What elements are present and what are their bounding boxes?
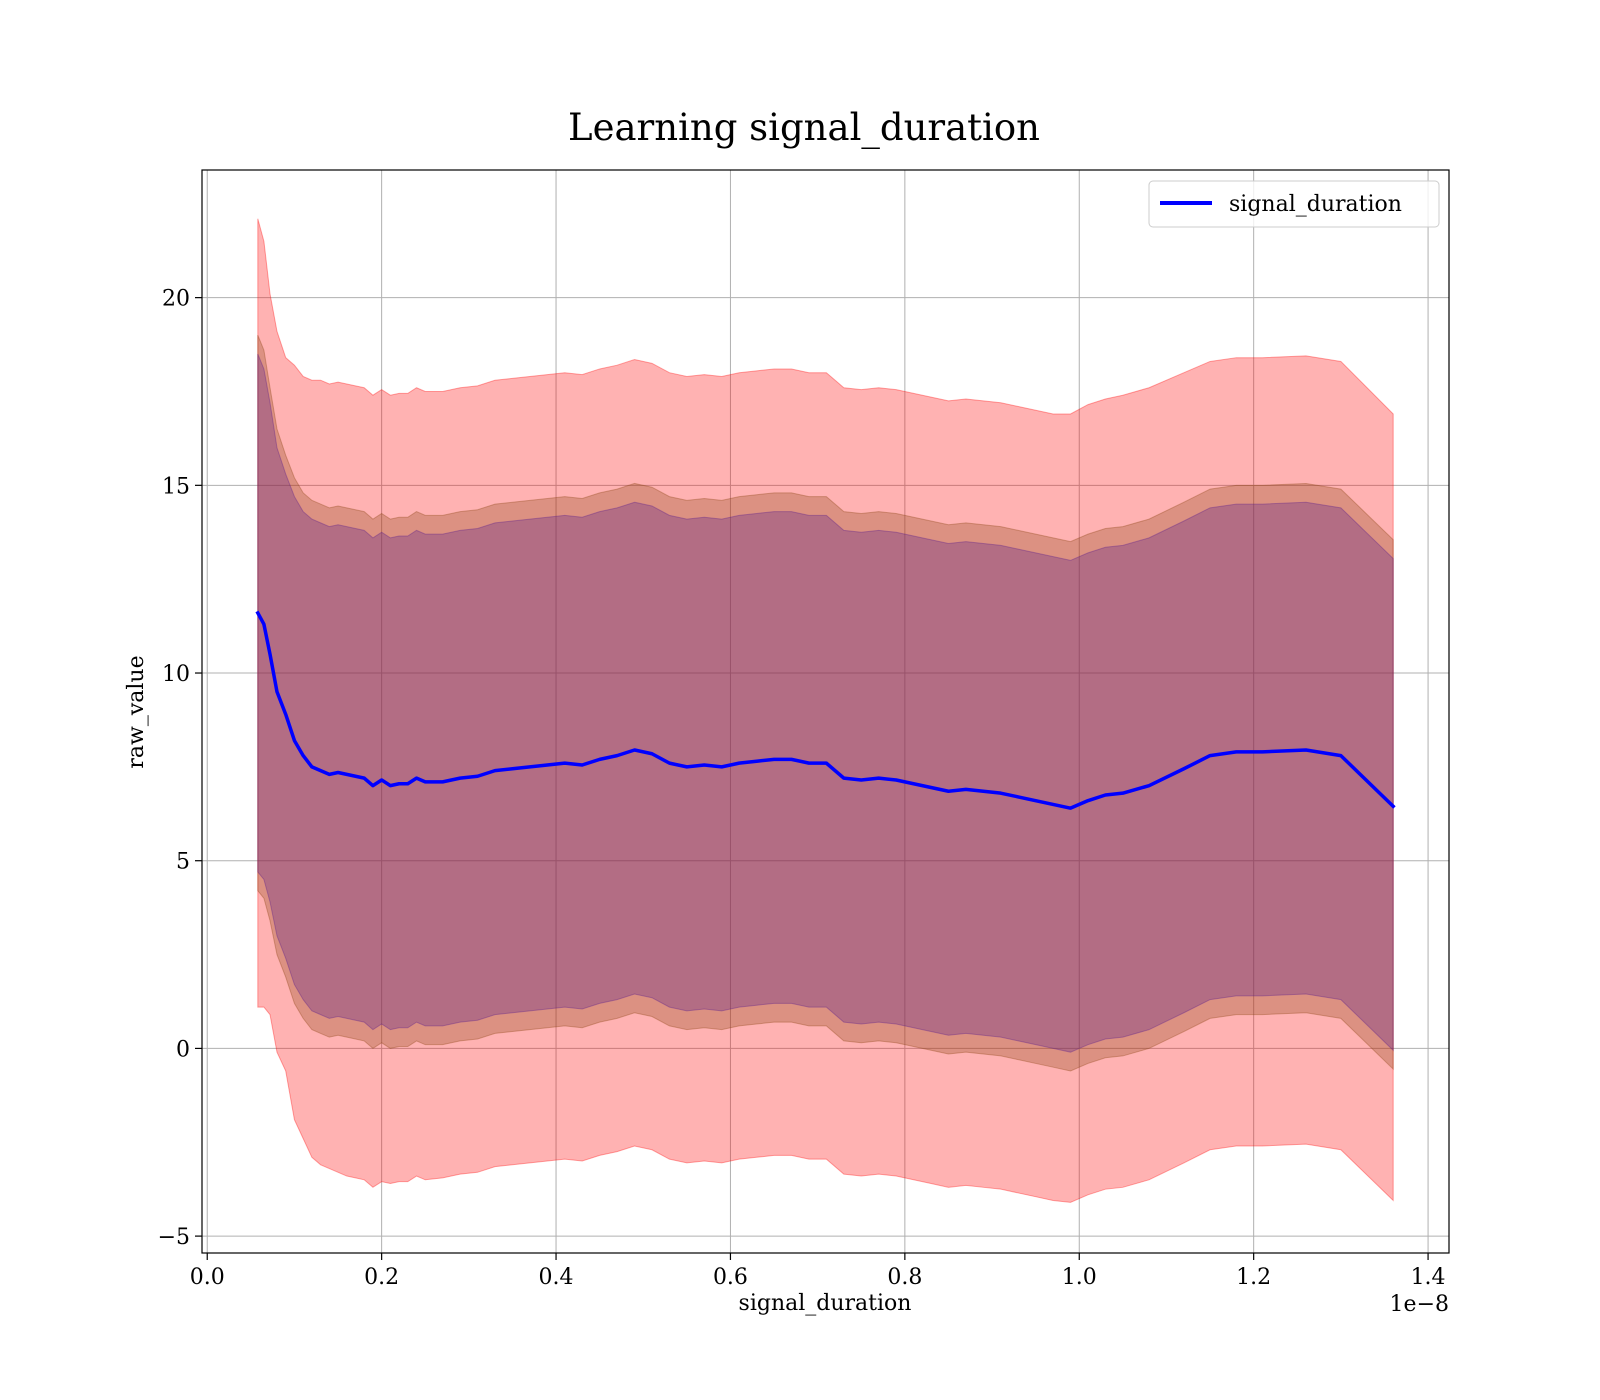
y-tick-label: −5 bbox=[158, 1225, 190, 1250]
confidence-band-1 bbox=[257, 334, 1394, 1072]
axis-ticks: 0.0 0.2 0.4 0.6 0.8 1.0 1.2 1.4 −5 0 5 10 15 20 bbox=[158, 287, 1446, 1290]
grid bbox=[202, 170, 1449, 1253]
x-tick-label: 0.0 bbox=[190, 1265, 225, 1290]
plot-frame bbox=[201, 169, 1450, 1254]
y-tick-label: 10 bbox=[162, 662, 190, 687]
x-tick-label: 1.2 bbox=[1236, 1265, 1271, 1290]
x-tick-label: 0.2 bbox=[364, 1265, 399, 1290]
series-lines bbox=[255, 610, 1396, 810]
x-tick-label: 0.4 bbox=[539, 1265, 574, 1290]
x-tick-label: 0.8 bbox=[887, 1265, 922, 1290]
x-axis-offset-label: 1e−8 bbox=[1390, 1292, 1449, 1317]
x-tick-label: 1.4 bbox=[1411, 1265, 1446, 1290]
y-tick-label: 15 bbox=[162, 474, 190, 499]
y-tick-label: 0 bbox=[176, 1037, 190, 1062]
x-tick-label: 0.6 bbox=[713, 1265, 748, 1290]
x-axis-label: signal_duration bbox=[739, 1291, 912, 1316]
legend-entry-label: signal_duration bbox=[1229, 192, 1402, 217]
legend[interactable]: signal_duration bbox=[1148, 180, 1440, 228]
series-line-0 bbox=[255, 610, 1396, 810]
legend-box bbox=[1148, 180, 1440, 228]
y-axis-label: raw_value bbox=[124, 655, 149, 768]
confidence-band-0 bbox=[257, 218, 1394, 1203]
y-tick-label: 5 bbox=[176, 850, 190, 875]
y-tick-label: 20 bbox=[162, 287, 190, 312]
confidence-band-2 bbox=[257, 353, 1394, 1053]
confidence-bands bbox=[257, 218, 1394, 1203]
x-tick-label: 1.0 bbox=[1062, 1265, 1097, 1290]
chart-title: Learning signal_duration bbox=[568, 106, 1040, 150]
